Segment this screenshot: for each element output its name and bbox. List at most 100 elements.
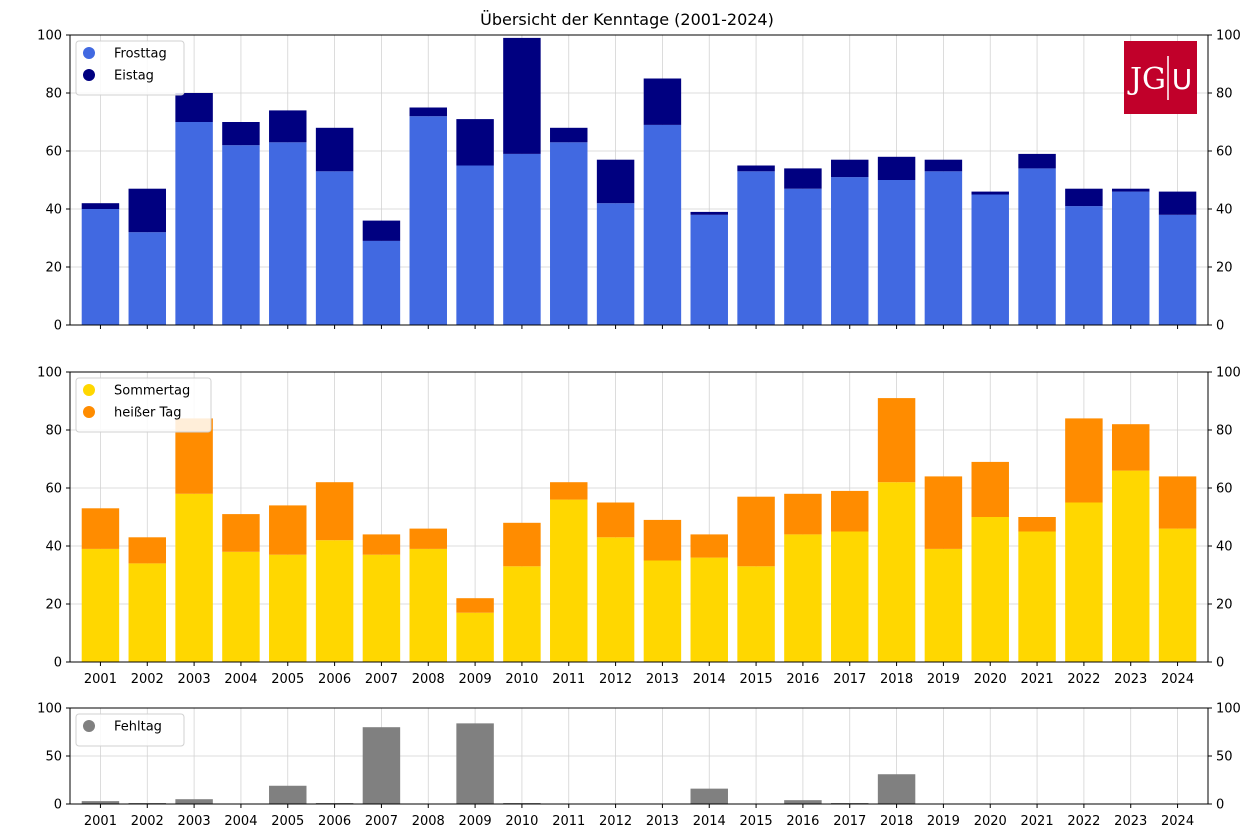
bar [737, 566, 775, 662]
bar [1018, 153, 1056, 169]
bar [831, 159, 869, 178]
bar [409, 528, 447, 549]
bar [175, 122, 213, 325]
x-tick-label: 2003 [178, 814, 211, 829]
bar [456, 119, 494, 166]
bar [269, 142, 307, 325]
bar [128, 563, 167, 662]
bar [971, 191, 1009, 195]
bar [971, 517, 1009, 662]
chart-title: Übersicht der Kenntage (2001-2024) [480, 10, 774, 29]
x-tick-label: 2022 [1067, 814, 1100, 829]
series-sommertag [81, 470, 1197, 662]
y-tick-label-left: 60 [45, 482, 62, 497]
x-tick-label: 2019 [927, 672, 960, 687]
x-tick-label: 2017 [833, 672, 866, 687]
x-tick-label: 2015 [740, 672, 773, 687]
bar [690, 534, 728, 558]
y-tick-label-right: 60 [1216, 482, 1233, 497]
x-tick-label: 2004 [224, 814, 257, 829]
x-tick-label: 2018 [880, 814, 913, 829]
x-tick-label: 2006 [318, 672, 351, 687]
bar [550, 499, 588, 662]
bar [503, 522, 541, 567]
bar [1065, 188, 1103, 207]
bar [877, 398, 916, 483]
bar [409, 107, 447, 117]
x-tick-label: 2012 [599, 672, 632, 687]
bar [690, 557, 728, 662]
x-tick-label: 2003 [178, 672, 211, 687]
bar [550, 127, 588, 143]
bar [128, 232, 167, 325]
bar [877, 482, 916, 662]
bar [924, 548, 963, 662]
x-tick-label: 2014 [693, 814, 726, 829]
bar [924, 476, 963, 549]
y-tick-label-right: 80 [1216, 87, 1233, 102]
y-tick-label-right: 100 [1216, 29, 1241, 44]
y-tick-label-right: 0 [1216, 798, 1224, 813]
legend-label: Fehltag [114, 720, 162, 735]
bar [503, 37, 541, 154]
bar [1065, 206, 1103, 325]
x-tick-label: 2024 [1161, 814, 1194, 829]
bar [456, 612, 494, 662]
y-tick-label-left: 40 [45, 540, 62, 555]
y-tick-label-left: 60 [45, 145, 62, 160]
bar [1065, 502, 1103, 662]
bar [1018, 531, 1056, 662]
bar [1111, 470, 1150, 662]
bar [831, 177, 869, 325]
bar [877, 180, 916, 325]
y-tick-label-left: 40 [45, 203, 62, 218]
bar [643, 519, 682, 561]
bar [596, 502, 635, 538]
jgu-logo: JG U [1124, 41, 1197, 114]
series-fehltag [81, 723, 916, 804]
x-tick-label: 2016 [786, 814, 819, 829]
y-tick-label-right: 50 [1216, 750, 1233, 765]
panel-1: 0 0 20 20 40 40 60 60 80 80 100 100 Frosttag Eistag [37, 29, 1241, 334]
series-eistag [81, 37, 1197, 241]
x-tick-label: 2012 [599, 814, 632, 829]
bar [222, 551, 260, 662]
bar [643, 78, 682, 125]
x-tick-label: 2024 [1161, 672, 1194, 687]
bar [269, 785, 307, 804]
bar [1158, 528, 1197, 662]
bar [1018, 517, 1056, 532]
x-tick-label: 2008 [412, 814, 445, 829]
bar [596, 203, 635, 325]
y-tick-label-right: 20 [1216, 261, 1233, 276]
y-tick-label-left: 80 [45, 87, 62, 102]
bar [315, 171, 354, 325]
bar [456, 598, 494, 613]
bar [643, 560, 682, 662]
bar [1158, 191, 1197, 215]
plot-frame [69, 34, 1209, 326]
y-tick-label-right: 0 [1216, 656, 1224, 671]
bar [269, 110, 307, 143]
x-tick-label: 2009 [459, 814, 492, 829]
bar [128, 537, 167, 564]
bar [784, 168, 822, 189]
x-tick-label: 2017 [833, 814, 866, 829]
x-tick-label: 2009 [459, 672, 492, 687]
bar [784, 534, 822, 662]
bar [315, 127, 354, 172]
bar [596, 159, 635, 204]
y-tick-label-right: 20 [1216, 598, 1233, 613]
y-tick-label-right: 0 [1216, 319, 1224, 334]
bar [737, 496, 775, 567]
bar [831, 490, 869, 532]
y-tick-label-left: 0 [54, 798, 62, 813]
legend-marker [83, 384, 95, 396]
bar [737, 165, 775, 172]
bar [362, 727, 401, 804]
bar [1158, 476, 1197, 529]
y-tick-label-left: 100 [37, 366, 62, 381]
x-tick-label: 2014 [693, 672, 726, 687]
bar [269, 554, 307, 662]
